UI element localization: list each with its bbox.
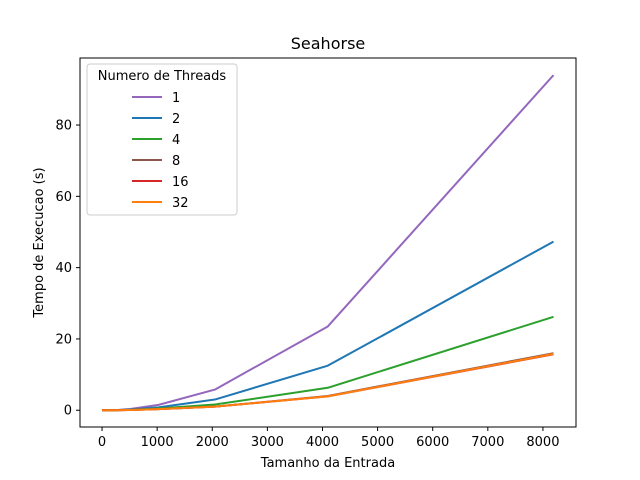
y-tick-label: 80 [55, 119, 72, 134]
x-tick-label: 7000 [471, 435, 504, 450]
x-tick-label: 1000 [141, 435, 174, 450]
legend-label-16: 16 [172, 175, 189, 190]
legend-label-32: 32 [172, 196, 189, 211]
legend-label-1: 1 [172, 91, 180, 106]
legend: Numero de Threads 1 2 4 8 16 32 [86, 63, 238, 216]
y-tick-label: 0 [64, 404, 72, 419]
x-tick-label: 5000 [361, 435, 394, 450]
y-tick-label: 40 [55, 261, 72, 276]
legend-label-8: 8 [172, 154, 180, 169]
x-tick-label: 2000 [196, 435, 229, 450]
legend-label-4: 4 [172, 133, 180, 148]
y-tick-label: 20 [55, 332, 72, 347]
series-line-32 [102, 352, 554, 412]
x-tick-label: 8000 [526, 435, 559, 450]
legend-entries: 1 2 4 8 16 32 [132, 91, 189, 211]
plot-lines [102, 74, 555, 412]
legend-title: Numero de Threads [98, 69, 227, 84]
y-tick-label: 60 [55, 190, 72, 205]
x-axis-ticks: 0 1000 2000 3000 4000 5000 6000 7000 8000 [98, 427, 559, 450]
plot-area-frame [79, 57, 577, 428]
y-axis-label: Tempo de Execucao (s) [32, 167, 47, 318]
chart-title: Seahorse [291, 34, 366, 53]
x-tick-label: 0 [98, 435, 106, 450]
x-tick-label: 3000 [251, 435, 284, 450]
x-axis-label: Tamanho da Entrada [260, 456, 395, 471]
legend-label-2: 2 [172, 112, 180, 127]
y-axis-ticks: 0 20 40 60 80 [55, 119, 80, 419]
x-tick-label: 6000 [416, 435, 449, 450]
x-tick-label: 4000 [306, 435, 339, 450]
